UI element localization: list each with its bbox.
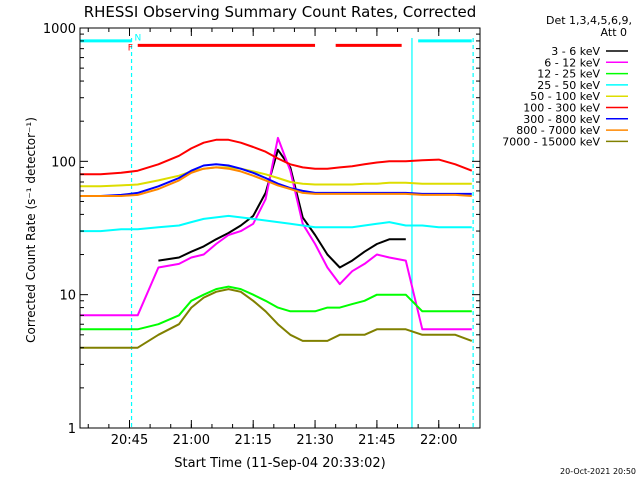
legend-label-0: 3 - 6 keV (551, 45, 600, 58)
series-line-6 (80, 163, 472, 197)
series-line-7 (80, 166, 472, 197)
series-line-8 (80, 288, 473, 349)
x-tick-label-1: 21:00 (173, 433, 210, 448)
legend-label-8: 7000 - 15000 keV (502, 135, 600, 148)
legend-label-1: 6 - 12 keV (544, 56, 600, 69)
series-line-2 (80, 285, 472, 331)
series-line-4 (80, 166, 472, 188)
legend-label-6: 300 - 800 keV (523, 113, 600, 126)
legend-label-2: 12 - 25 keV (537, 68, 600, 81)
state-bar-label-1: F (128, 43, 133, 53)
chart-title: RHESSI Observing Summary Count Rates, Co… (84, 3, 477, 21)
legend-label-3: 25 - 50 keV (537, 79, 600, 92)
y-tick-label-1: 10 (59, 289, 76, 304)
x-tick-label-0: 20:45 (111, 433, 148, 448)
plot-frame (79, 27, 481, 429)
y-tick-label-3: 1000 (43, 22, 76, 37)
legend-label-4: 50 - 100 keV (530, 90, 600, 103)
header-right-1: Det 1,3,4,5,6,9, (546, 14, 632, 27)
series-line-5 (80, 138, 473, 176)
x-tick-label-2: 21:15 (234, 433, 271, 448)
legend-label-7: 800 - 7000 keV (516, 124, 600, 137)
plot-area: FN (80, 33, 474, 428)
y-tick-label-0: 1 (68, 422, 76, 437)
state-bar-label-2: N (135, 33, 142, 43)
x-tick-label-4: 21:45 (358, 433, 395, 448)
footer-date: 20-Oct-2021 20:50 (560, 467, 636, 476)
axes: 1 10 100 1000 20:45 21:00 21:15 21:30 21:45 22:00 (43, 22, 481, 448)
series-line-3 (80, 214, 472, 233)
x-tick-label-3: 21:30 (296, 433, 333, 448)
series-line-0 (158, 148, 406, 269)
series-line-1 (80, 136, 472, 331)
x-tick-label-5: 22:00 (420, 433, 457, 448)
x-axis-label: Start Time (11-Sep-04 20:33:02) (174, 456, 385, 471)
y-tick-label-2: 100 (51, 155, 76, 170)
y-axis-label: Corrected Count Rate (s⁻¹ detector⁻¹) (24, 117, 38, 343)
header-right-2: Att 0 (601, 26, 627, 39)
legend-label-5: 100 - 300 keV (523, 102, 600, 115)
